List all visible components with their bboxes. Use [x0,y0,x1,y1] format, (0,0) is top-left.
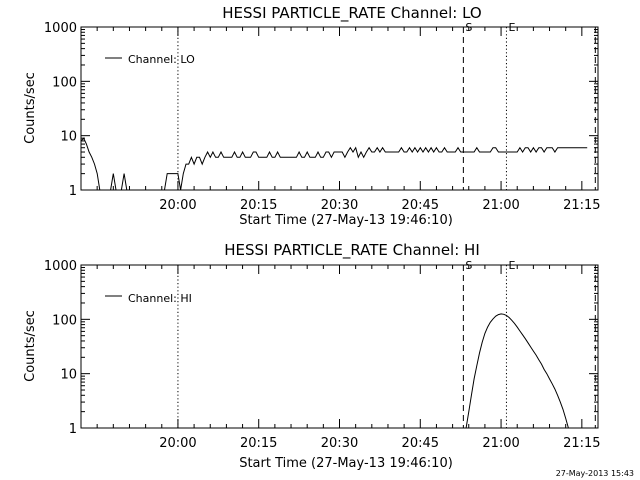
x-tick-label: 21:15 [563,198,600,213]
y-tick-label: 10 [60,130,77,145]
series-line [465,313,569,429]
y-tick-label: 1000 [44,21,77,36]
x-tick-label: 21:15 [563,436,600,451]
chart-panel-lo: HESSI PARTICLE_RATE Channel: LO Counts/s… [23,4,601,228]
chart-title: HESSI PARTICLE_RATE Channel: LO [222,4,481,23]
event-marker-label: E [508,259,515,272]
x-tick-label: 20:15 [240,198,277,213]
x-tick-label: 20:30 [321,198,358,213]
event-marker-label: S [465,21,472,34]
chart-title: HESSI PARTICLE_RATE Channel: HI [224,241,480,260]
x-tick-label: 20:15 [240,436,277,451]
y-tick-label: 100 [52,313,77,328]
y-tick-label: 1000 [44,259,77,274]
x-tick-label: 20:45 [402,436,439,451]
x-tick-label: 21:00 [482,436,519,451]
y-tick-label: 1 [69,184,77,199]
series-line [80,137,588,191]
chart-panel-hi: HESSI PARTICLE_RATE Channel: HI Counts/s… [23,241,601,471]
legend-label: Channel: LO [128,53,195,66]
y-axis-label: Counts/sec [23,310,38,382]
x-axis-label: Start Time (27-May-13 19:46:10) [239,213,453,228]
y-axis-label: Counts/sec [23,72,38,144]
x-tick-label: 20:00 [159,198,196,213]
footer-timestamp: 27-May-2013 15:43 [556,469,634,478]
legend-label: Channel: HI [128,292,192,305]
x-tick-label: 20:30 [321,436,358,451]
plot-frame [80,264,599,429]
y-tick-label: 1 [69,422,77,437]
y-tick-label: 10 [60,368,77,383]
x-tick-label: 20:00 [159,436,196,451]
event-marker-label: E [508,21,515,34]
x-tick-label: 21:00 [482,198,519,213]
x-tick-label: 20:45 [402,198,439,213]
event-marker-label: S [465,259,472,272]
x-axis-label: Start Time (27-May-13 19:46:10) [239,456,453,471]
plot-frame [80,26,599,191]
y-tick-label: 100 [52,75,77,90]
